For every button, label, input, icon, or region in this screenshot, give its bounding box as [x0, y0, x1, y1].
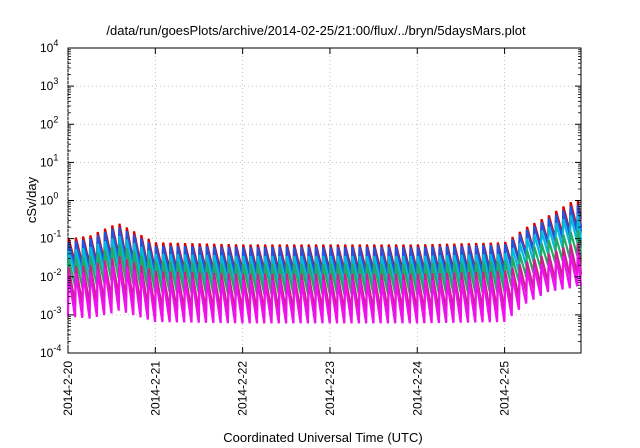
y-tick-label: 100 — [40, 191, 58, 208]
series-line-6 — [66, 251, 583, 324]
x-tick-label: 2014-2-25 — [498, 361, 512, 416]
x-axis-label: Coordinated Universal Time (UTC) — [223, 430, 422, 445]
x-tick-label: 2014-2-24 — [410, 361, 424, 416]
x-axis-ticks: 2014-2-20 2014-2-21 2014-2-22 2014-2-23 2014… — [61, 48, 512, 416]
x-tick-label: 2014-2-21 — [148, 361, 162, 416]
y-tick-label: 103 — [40, 76, 58, 93]
y-axis-ticks: 10-4 10-3 10-2 10-1 100 101 102 103 104 — [40, 38, 581, 360]
y-tick-label: 102 — [40, 114, 58, 131]
series-group — [66, 200, 583, 324]
chart-title: /data/run/goesPlots/archive/2014-02-25/2… — [106, 23, 526, 38]
y-tick-label: 10-4 — [40, 343, 61, 360]
y-tick-label: 10-1 — [40, 229, 61, 246]
y-tick-label: 101 — [40, 152, 58, 169]
x-tick-label: 2014-2-20 — [61, 361, 75, 416]
y-axis-label: cSv/day — [24, 176, 39, 223]
x-tick-label: 2014-2-22 — [236, 361, 250, 416]
y-tick-label: 104 — [40, 38, 58, 55]
y-tick-label: 10-3 — [40, 305, 61, 322]
y-tick-label: 10-2 — [40, 267, 61, 284]
x-tick-label: 2014-2-23 — [323, 361, 337, 416]
